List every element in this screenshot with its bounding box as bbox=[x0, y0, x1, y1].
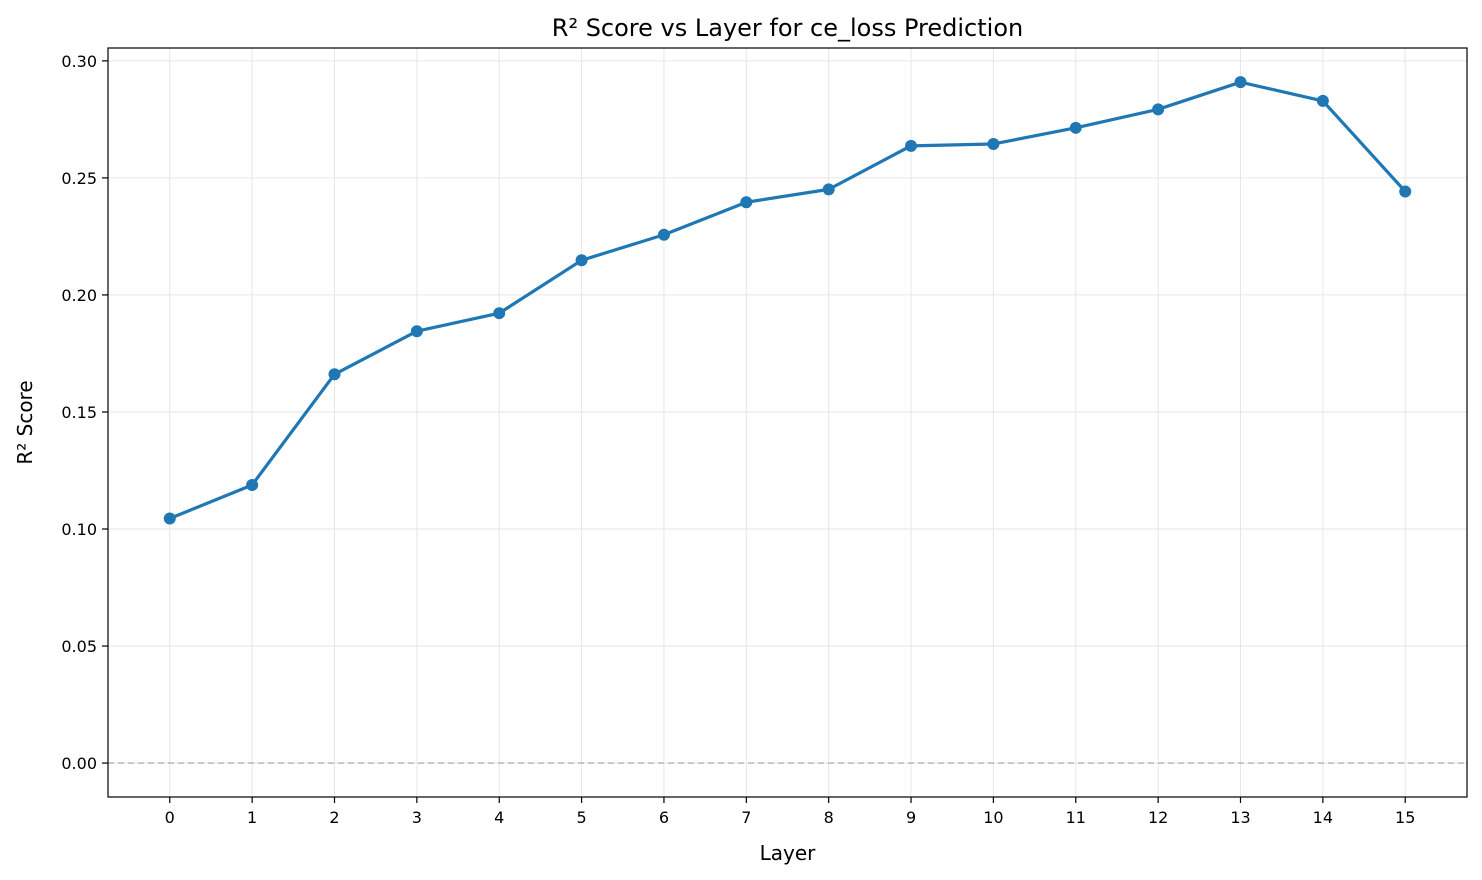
data-point bbox=[740, 196, 753, 209]
x-tick-label: 4 bbox=[494, 808, 504, 827]
x-tick-label: 11 bbox=[1066, 808, 1086, 827]
data-point bbox=[905, 139, 918, 152]
y-tick-label: 0.25 bbox=[61, 169, 97, 188]
data-point bbox=[1399, 185, 1412, 198]
chart-title: R² Score vs Layer for ce_loss Prediction bbox=[552, 14, 1023, 42]
data-point bbox=[987, 137, 1000, 150]
y-tick-label: 0.20 bbox=[61, 286, 97, 305]
data-point bbox=[410, 325, 423, 338]
data-point bbox=[1152, 103, 1165, 116]
y-axis-ticks: 0.00 0.05 0.10 0.15 0.20 0.25 0.30 bbox=[61, 52, 108, 773]
data-point bbox=[1069, 121, 1082, 134]
x-tick-label: 9 bbox=[906, 808, 916, 827]
series bbox=[163, 76, 1412, 525]
data-point bbox=[657, 228, 670, 241]
series-line bbox=[168, 80, 1407, 521]
x-tick-label: 14 bbox=[1313, 808, 1333, 827]
y-tick-label: 0.10 bbox=[61, 520, 97, 539]
x-tick-label: 12 bbox=[1148, 808, 1168, 827]
data-point bbox=[575, 254, 588, 267]
x-tick-label: 7 bbox=[741, 808, 751, 827]
y-axis-label: R² Score bbox=[13, 380, 37, 464]
x-tick-label: 2 bbox=[329, 808, 339, 827]
data-point bbox=[246, 478, 259, 491]
x-axis-ticks: 0 1 2 3 4 5 6 7 8 9 10 11 12 13 14 15 bbox=[165, 797, 1415, 827]
data-point bbox=[1316, 94, 1329, 107]
y-tick-label: 0.00 bbox=[61, 754, 97, 773]
data-point bbox=[493, 307, 506, 320]
y-tick-label: 0.05 bbox=[61, 637, 97, 656]
data-point bbox=[328, 368, 341, 381]
x-tick-label: 10 bbox=[983, 808, 1003, 827]
x-tick-label: 15 bbox=[1395, 808, 1415, 827]
data-point bbox=[163, 512, 176, 525]
data-point bbox=[1234, 76, 1247, 89]
x-tick-label: 6 bbox=[659, 808, 669, 827]
x-tick-label: 5 bbox=[576, 808, 586, 827]
x-tick-label: 0 bbox=[165, 808, 175, 827]
data-point bbox=[822, 183, 835, 196]
x-axis-label: Layer bbox=[760, 841, 817, 865]
grid bbox=[108, 48, 1467, 797]
x-tick-label: 3 bbox=[412, 808, 422, 827]
plot-frame bbox=[107, 47, 1468, 798]
y-tick-label: 0.15 bbox=[61, 403, 97, 422]
x-tick-label: 8 bbox=[824, 808, 834, 827]
x-tick-label: 13 bbox=[1230, 808, 1250, 827]
y-tick-label: 0.30 bbox=[61, 52, 97, 71]
x-tick-label: 1 bbox=[247, 808, 257, 827]
